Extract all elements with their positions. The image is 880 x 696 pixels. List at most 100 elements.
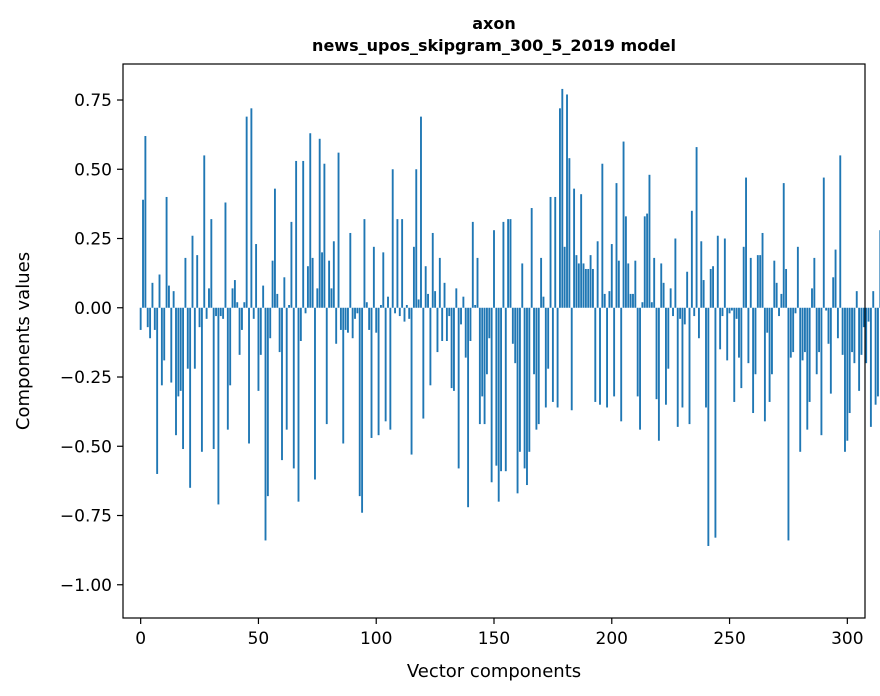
bar <box>203 155 206 308</box>
bar <box>241 307 243 330</box>
bar <box>314 307 316 480</box>
x-tick-label: 0 <box>135 629 146 649</box>
bar <box>464 307 467 358</box>
bar <box>815 307 818 375</box>
bar <box>474 304 477 308</box>
bar <box>248 307 250 444</box>
bar <box>858 307 861 391</box>
bar <box>193 307 196 369</box>
bar <box>862 307 865 328</box>
x-axis-label: Vector components <box>407 661 581 682</box>
y-tick-label: −0.25 <box>60 368 112 388</box>
bar <box>304 307 307 314</box>
bar <box>262 285 265 308</box>
bar <box>450 307 453 389</box>
bar <box>726 307 729 361</box>
bar <box>511 307 514 344</box>
bar <box>766 307 769 333</box>
bar <box>667 307 670 369</box>
bar <box>518 307 521 452</box>
bars-group <box>139 88 880 546</box>
bar <box>438 257 441 308</box>
bar <box>589 255 592 308</box>
bar <box>422 307 425 419</box>
bar <box>431 232 434 308</box>
y-tick-label: −0.75 <box>60 507 112 527</box>
bar <box>811 288 813 308</box>
bar <box>396 219 399 308</box>
bar <box>695 147 698 308</box>
bar <box>285 307 288 430</box>
bar <box>483 307 486 425</box>
bar <box>245 116 248 308</box>
bar <box>693 307 696 317</box>
bar <box>563 246 566 308</box>
bar <box>269 307 272 339</box>
bar <box>688 307 691 425</box>
bar <box>836 307 839 339</box>
bar <box>716 235 719 308</box>
bar <box>142 199 144 308</box>
bar <box>785 268 788 308</box>
bar <box>264 307 267 541</box>
bar <box>292 307 295 469</box>
bar <box>535 307 538 430</box>
bar <box>222 307 225 319</box>
bar <box>403 307 406 322</box>
bar <box>457 307 460 469</box>
bar <box>387 296 389 308</box>
bar <box>679 307 682 319</box>
bar <box>309 133 312 308</box>
bar <box>521 263 524 308</box>
plot-frame <box>122 63 866 619</box>
bar <box>872 291 875 308</box>
bar <box>653 257 656 308</box>
bar <box>796 246 799 308</box>
bar <box>759 255 762 308</box>
bar <box>273 188 276 308</box>
bar <box>865 307 868 364</box>
bar <box>219 307 222 317</box>
bar <box>443 282 446 308</box>
bar <box>236 302 239 308</box>
bar <box>172 291 175 308</box>
bar <box>196 255 199 308</box>
bar <box>544 307 547 408</box>
bar <box>424 266 427 308</box>
bar <box>361 307 364 513</box>
y-tick-label: 0.25 <box>74 230 112 250</box>
bar <box>384 307 387 422</box>
bar <box>768 307 771 402</box>
bar <box>462 296 465 308</box>
bar <box>869 307 872 427</box>
bar <box>848 307 851 414</box>
bar <box>686 271 689 308</box>
y-tick-label: 0.50 <box>74 160 112 180</box>
bar <box>509 219 512 308</box>
bar <box>358 307 361 497</box>
bar <box>139 307 142 330</box>
bar <box>391 169 394 308</box>
bar <box>756 255 759 308</box>
bar <box>330 288 333 308</box>
bar <box>323 163 326 308</box>
x-tick-label: 250 <box>713 629 745 649</box>
bar <box>299 307 302 341</box>
bar <box>233 280 236 308</box>
y-tick-label: −1.00 <box>60 576 112 596</box>
bar <box>429 307 432 386</box>
bar <box>229 307 232 386</box>
bar <box>820 307 823 436</box>
bar <box>825 307 828 311</box>
bar <box>745 177 747 308</box>
bar <box>354 307 356 319</box>
bar <box>156 307 159 474</box>
bar <box>198 307 201 328</box>
bar <box>485 307 488 375</box>
bar <box>617 260 620 308</box>
bar <box>606 307 608 408</box>
bar <box>752 307 755 414</box>
bar <box>591 268 594 308</box>
bar <box>526 307 528 486</box>
x-tick-label: 200 <box>596 629 628 649</box>
